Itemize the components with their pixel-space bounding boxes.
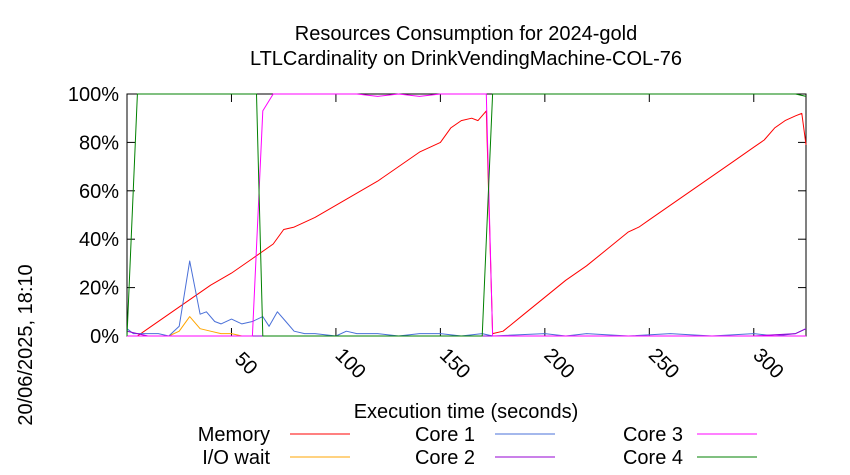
legend-label: I/O wait [202, 447, 270, 469]
legend-label: Core 1 [415, 424, 475, 446]
x-axis-ticks: 50 100 150 200 250 300 [230, 94, 788, 383]
y-tick-label: 0% [90, 326, 119, 348]
y-tick-label: 100% [68, 84, 119, 106]
y-axis-ticks: 0% 20% 40% 60% 80% 100% [68, 84, 806, 348]
series-lines [126, 93, 807, 337]
x-tick-label: 300 [748, 344, 787, 383]
x-tick-label: 150 [435, 344, 474, 383]
x-tick-label: 250 [644, 344, 683, 383]
x-tick-label: 100 [331, 344, 370, 383]
y-tick-label: 80% [79, 132, 119, 154]
x-axis-label: Execution time (seconds) [354, 401, 579, 423]
legend-label: Core 4 [623, 447, 683, 469]
legend-label: Core 2 [415, 447, 475, 469]
y-tick-label: 40% [79, 229, 119, 251]
y-tick-label: 60% [79, 181, 119, 203]
legend-label: Core 3 [623, 424, 683, 446]
series-line-core-1 [126, 260, 807, 337]
legend-label: Memory [198, 424, 270, 446]
x-tick-label: 50 [230, 348, 261, 379]
series-line-i-o-wait [127, 316, 806, 337]
chart-title-line2: LTLCardinality on DrinkVendingMachine-CO… [250, 48, 682, 70]
timestamp-label: 20/06/2025, 18:10 [15, 264, 37, 425]
series-line-core-4 [126, 93, 807, 337]
y-tick-label: 20% [79, 278, 119, 300]
series-line-memory [137, 110, 807, 337]
plot-frame [126, 93, 807, 337]
chart-title-line1: Resources Consumption for 2024-gold [295, 23, 637, 45]
series-line-core-3 [127, 93, 806, 337]
x-tick-label: 200 [540, 344, 579, 383]
